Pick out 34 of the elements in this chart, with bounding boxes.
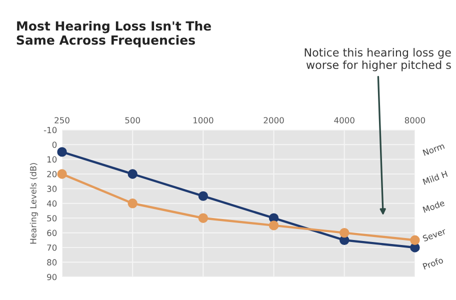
y-tick-label: 40 (46, 200, 57, 207)
text: Norm (422, 142, 445, 156)
text: Mild H (422, 170, 448, 185)
point (128, 169, 138, 179)
point (268, 220, 279, 230)
text: Mode (422, 199, 445, 213)
x-tick-label: 8000 (404, 117, 426, 124)
point (128, 198, 138, 208)
point (57, 169, 67, 179)
x-tick-label: 4000 (334, 117, 354, 124)
y-tick-label: 60 (47, 230, 57, 236)
y-tick-label: 30 (47, 186, 57, 192)
y-tick-label: 0 (52, 142, 57, 148)
y-tick-label: 80 (47, 259, 57, 266)
x-tick-label: 1000 (194, 117, 214, 124)
text: Profo (422, 256, 444, 270)
y-tick-label: 10 (47, 156, 57, 163)
x-tick-label: 250 (54, 117, 70, 124)
text: Sever (422, 228, 446, 242)
chart-title: Most Hearing Loss Isn't The Same Across Frequencies (16, 21, 212, 48)
x-tick-label: 2000 (264, 117, 284, 124)
y-tick-label: 50 (47, 215, 57, 222)
y-axis-title: Hearing Levels (dB) (30, 163, 38, 244)
point (57, 147, 67, 157)
y-tick-label: -10 (44, 126, 57, 134)
point (410, 235, 420, 246)
text: Notice this hearing loss ge worse for higher pitched s (304, 48, 451, 72)
x-tick-label: 500 (125, 117, 140, 124)
point (198, 191, 208, 201)
y-tick-label: 70 (47, 244, 57, 251)
point (198, 213, 208, 223)
point (340, 228, 350, 238)
y-tick-label: 90 (47, 274, 57, 280)
y-tick-label: 20 (47, 170, 57, 178)
